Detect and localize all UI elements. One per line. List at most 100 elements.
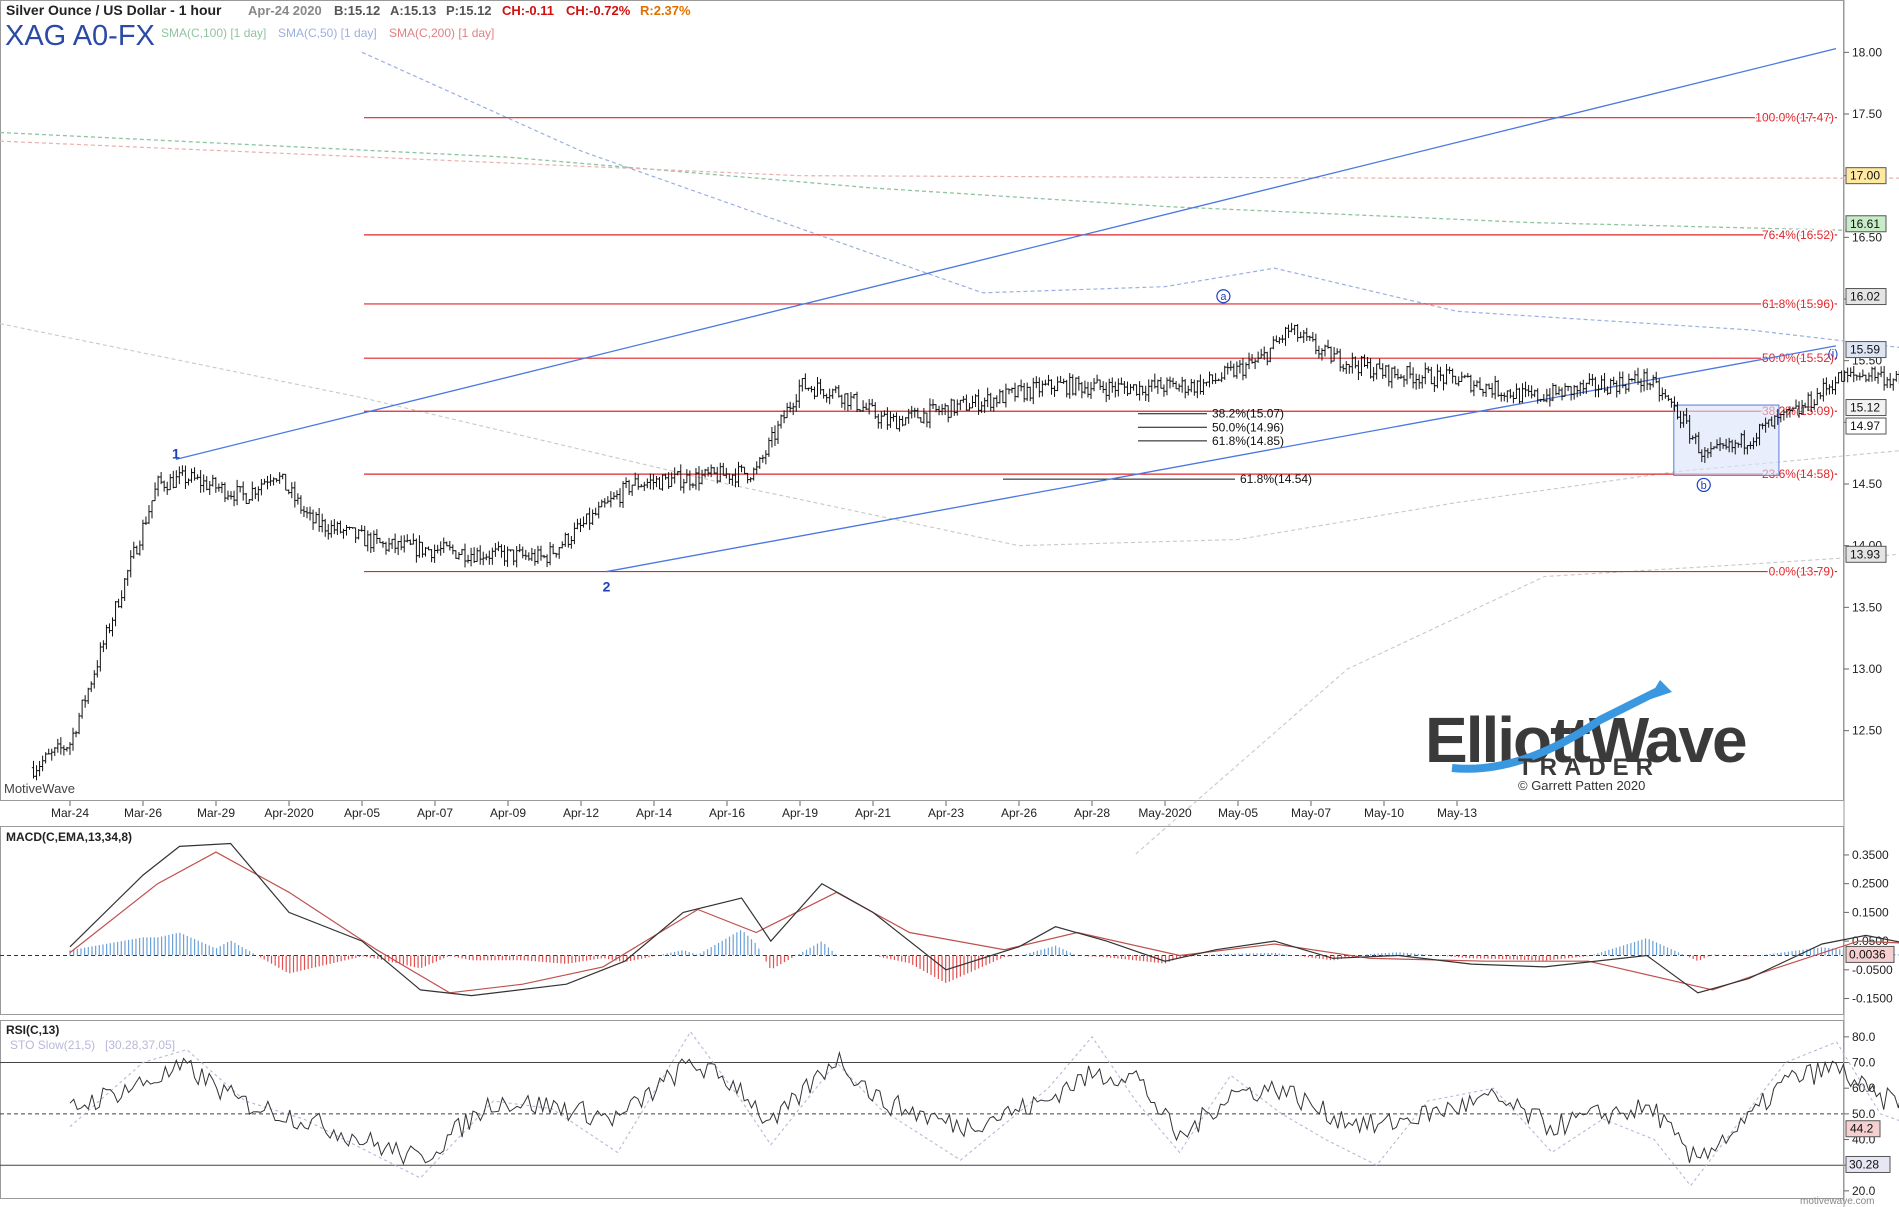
price-tag-label: 16.61 [1850, 217, 1880, 231]
y-tick-label: 14.50 [1852, 477, 1882, 491]
sto-legend-values: [30.28,37.05] [105, 1038, 175, 1052]
wave-label: 2 [603, 579, 611, 595]
x-axis: Mar-24 Mar-26 Mar-29 Apr-2020 Apr-05 Apr-07 Ap… [51, 801, 1477, 820]
trend-channel [175, 48, 1837, 573]
fib-level-label: 100.0%(17.47) [1755, 111, 1834, 125]
footer-url: motivewave.com [1800, 1196, 1874, 1207]
x-tick-label: May-10 [1364, 806, 1404, 820]
x-tick-label: May-05 [1218, 806, 1258, 820]
sma50-line [361, 51, 1899, 348]
x-tick-label: May-13 [1437, 806, 1477, 820]
sma200-line [0, 140, 1899, 179]
motivewave-watermark: MotiveWave [4, 781, 75, 796]
sto-legend: STO Slow(21,5) [10, 1038, 95, 1052]
x-tick-label: May-07 [1291, 806, 1331, 820]
macd-series: 0.0036 [0, 842, 1899, 997]
sma100-line [0, 131, 1881, 232]
macd-y-tick-label: 0.3500 [1852, 848, 1889, 862]
rsi-title: RSI(C,13) [6, 1023, 59, 1037]
fib-extension-label: 50.0%(14.96) [1212, 420, 1284, 434]
sma-short-line [0, 323, 1899, 547]
price-tag-label: 13.93 [1850, 547, 1880, 561]
sma-long-line [1135, 553, 1899, 855]
wave-label: b [1701, 480, 1707, 492]
price-tag-box [1845, 215, 1887, 233]
fib-level-label: 76.4%(16.52) [1762, 228, 1834, 242]
sto-value-tag [1845, 1155, 1891, 1173]
macd-y-tick-label: -0.1500 [1852, 992, 1893, 1006]
price-tag-label: 16.02 [1850, 290, 1880, 304]
x-tick-label: Apr-07 [417, 806, 453, 820]
x-tick-label: Apr-21 [855, 806, 891, 820]
sto-value-label: 30.28 [1849, 1157, 1879, 1171]
fib-level-label: 50.0%(15.52) [1762, 351, 1834, 365]
logo-copyright: © Garrett Patten 2020 [1518, 778, 1645, 793]
x-tick-label: Apr-2020 [264, 806, 314, 820]
price-tag-box [1845, 341, 1887, 359]
quote-ask: A:15.13 [390, 3, 436, 18]
fib-extension-label: 38.2%(15.07) [1212, 407, 1284, 421]
fib-extension-label: 61.8%(14.54) [1240, 472, 1312, 486]
macd-title: MACD(C,EMA,13,34,8) [6, 830, 132, 844]
y-tick-label: 13.50 [1852, 600, 1882, 614]
price-tag-box [1845, 167, 1887, 185]
logo-swoosh [1451, 686, 1662, 773]
price-tag-box [1845, 399, 1887, 417]
logo-wordmark: ElliottWave [1425, 704, 1746, 776]
x-tick-label: May-2020 [1138, 806, 1192, 820]
sma50-legend: SMA(C,50) [1 day] [278, 26, 377, 40]
price-tag-box [1845, 545, 1887, 563]
rsi-series: 44.2 30.28 [0, 1030, 1899, 1187]
x-tick-label: Mar-24 [51, 806, 89, 820]
elliottwave-logo: ElliottWave TRADER © Garrett Patten 2020 [1425, 680, 1748, 793]
macd-line [69, 842, 1899, 997]
x-tick-label: Apr-23 [928, 806, 964, 820]
rsi-line [69, 1050, 1899, 1166]
x-tick-label: Apr-16 [709, 806, 745, 820]
x-tick-label: Mar-26 [124, 806, 162, 820]
chart-header: Silver Ounce / US Dollar - 1 hour Apr-24… [4, 2, 1874, 1207]
y-tick-label: 18.00 [1852, 45, 1882, 59]
sto-line [69, 1030, 1899, 1187]
macd-panel [0, 826, 1844, 1015]
wave-label: a [1220, 291, 1227, 303]
rsi-y-tick-label: 70.0 [1852, 1056, 1876, 1070]
price-tag-box [1845, 417, 1887, 435]
x-tick-label: Apr-19 [782, 806, 818, 820]
rsi-panel [0, 1020, 1844, 1199]
macd-value-label: 0.0036 [1849, 947, 1886, 961]
rsi-y-tick-label: 60.0 [1852, 1081, 1876, 1095]
fib-level-label: 61.8%(15.96) [1762, 297, 1834, 311]
sma100-legend: SMA(C,100) [1 day] [161, 26, 266, 40]
symbol-watermark: XAG A0-FX [5, 20, 155, 52]
wave-label-circle [1216, 289, 1231, 304]
price-bars [31, 322, 1899, 781]
rsi-value-label: 44.2 [1850, 1122, 1874, 1136]
fib-level-label: 0.0%(13.79) [1769, 565, 1834, 579]
macd-y-tick-label: 0.1500 [1852, 905, 1889, 919]
price-tag-label: 17.00 [1850, 169, 1880, 183]
y-tick-label: 16.50 [1852, 230, 1882, 244]
price-tag-box [1845, 288, 1887, 306]
upper-trendline [175, 48, 1837, 460]
x-tick-label: Apr-05 [344, 806, 380, 820]
sma200-legend: SMA(C,200) [1 day] [389, 26, 494, 40]
fib-extension-label: 61.8%(14.85) [1212, 434, 1284, 448]
fibonacci-levels: 100.0%(17.47) 76.4%(16.52) 61.8%(15.96) 50.… [364, 109, 1837, 580]
price-tag-label: 15.12 [1850, 401, 1880, 415]
y-tick-label: 13.00 [1852, 662, 1882, 676]
price-panel [0, 0, 1844, 801]
quote-change: CH:-0.11 [502, 3, 554, 18]
rsi-value-tag [1845, 1120, 1881, 1138]
macd-y-tick-label: -0.0500 [1852, 963, 1893, 977]
price-tag-label: 15.59 [1850, 343, 1880, 357]
quote-bid: B:15.12 [334, 3, 380, 18]
price-tag-label: 14.97 [1850, 419, 1880, 433]
lower-trendline [606, 345, 1837, 573]
x-tick-label: Apr-28 [1074, 806, 1110, 820]
x-tick-label: Mar-29 [197, 806, 235, 820]
rsi-y-tick-label: 20.0 [1852, 1184, 1876, 1198]
x-tick-label: Apr-12 [563, 806, 599, 820]
